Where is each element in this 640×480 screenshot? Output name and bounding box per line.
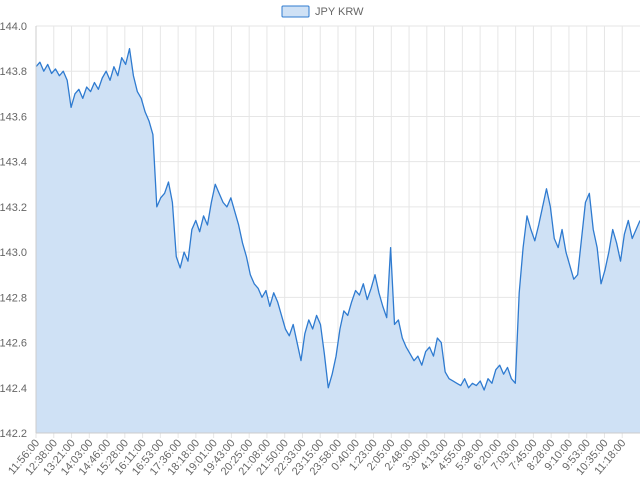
y-tick-label: 143.6	[0, 111, 27, 123]
y-tick-label: 142.2	[0, 428, 27, 440]
legend-label: JPY KRW	[315, 6, 364, 18]
y-tick-label: 143.2	[0, 202, 27, 214]
series-fill	[36, 48, 640, 434]
series-area	[35, 47, 640, 434]
y-tick-label: 143.4	[0, 157, 27, 169]
y-tick-label: 144.0	[0, 21, 27, 33]
y-tick-label: 143.0	[0, 247, 27, 259]
series-line	[35, 47, 640, 391]
y-tick-label: 142.4	[0, 383, 27, 395]
y-tick-label: 142.8	[0, 292, 27, 304]
x-axis: 11:56:0012:38:0013:21:0014:03:0014:46:00…	[6, 432, 640, 478]
legend-swatch	[281, 5, 310, 18]
legend[interactable]: JPY KRW	[281, 5, 364, 18]
y-axis: 144.0 143.8 143.6 143.4 143.2 143.0 142.8 142.6…	[0, 21, 37, 440]
y-tick-label: 143.8	[0, 66, 27, 78]
y-tick-label: 142.6	[0, 338, 27, 350]
